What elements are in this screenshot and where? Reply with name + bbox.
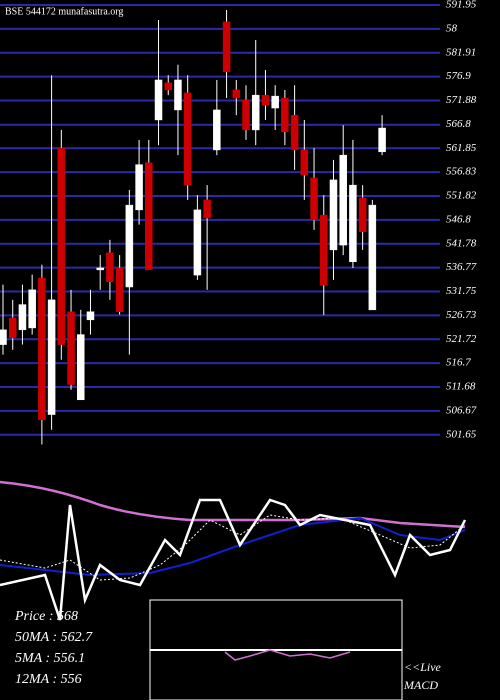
candle-body (261, 94, 270, 106)
candle-body (47, 299, 56, 415)
candle-body (8, 317, 17, 339)
candle-body (193, 209, 202, 276)
candle-body (0, 329, 7, 345)
candle-body (125, 204, 134, 288)
y-tick-label: 556.83 (446, 166, 477, 178)
candle-body (164, 82, 172, 91)
candle-body (86, 311, 95, 321)
candle-body (213, 109, 221, 151)
candle-body (242, 99, 250, 131)
y-tick-label: 521.72 (446, 333, 477, 345)
candle-body (67, 311, 75, 385)
candle-body (183, 92, 192, 186)
candle-body (271, 95, 279, 109)
candle-body (135, 164, 143, 211)
candle-body (145, 162, 153, 271)
y-tick-label: 571.88 (446, 94, 477, 106)
candle-body (57, 147, 66, 345)
y-tick-label: 58 (446, 22, 458, 34)
candle-body (300, 149, 309, 176)
chart-title: BSE 544172 munafasutra.org (5, 6, 123, 17)
candle-body (106, 252, 114, 283)
y-tick-label: 591.95 (446, 0, 477, 11)
candle-body (290, 114, 299, 151)
info-label: 5MA : 556.1 (15, 651, 85, 666)
y-tick-label: 566.8 (446, 118, 471, 130)
macd-label: MACD (403, 678, 438, 692)
macd-signal (224, 649, 351, 661)
candle-body (378, 127, 386, 153)
y-tick-label: 511.68 (446, 381, 476, 393)
y-tick-label: 516.7 (446, 357, 471, 369)
candle-body (154, 79, 163, 121)
grid (0, 3, 440, 436)
candle-body (310, 177, 318, 221)
y-tick-label: 531.75 (446, 285, 477, 297)
y-tick-label: 561.85 (446, 142, 477, 154)
candle-body (329, 179, 338, 251)
y-tick-label: 546.8 (446, 213, 471, 225)
y-tick-label: 541.78 (446, 237, 477, 249)
info-label: 50MA : 562.7 (15, 630, 93, 645)
candle-body (320, 214, 328, 286)
candle-body (77, 334, 85, 401)
candle-body (28, 289, 36, 329)
info-label: 12MA : 556 (15, 672, 82, 687)
macd-box (149, 599, 403, 700)
y-tick-label: 536.77 (446, 261, 477, 273)
indicator-panel (0, 480, 467, 621)
y-tick-label: 576.9 (446, 70, 471, 82)
price-line (0, 498, 467, 621)
candle-body (368, 204, 377, 311)
y-tick-label: 506.67 (446, 404, 477, 416)
macd-label: <<Live (404, 660, 442, 674)
candle-body (281, 97, 289, 133)
candle-body (18, 304, 27, 331)
candle-body (96, 267, 104, 271)
dotted-line (0, 514, 466, 581)
candle-body (38, 277, 46, 421)
info-label: Price : 568 (14, 609, 78, 624)
candle-body (358, 197, 367, 233)
candle-body (174, 79, 182, 111)
candle-body (232, 89, 241, 99)
candle-body (251, 94, 260, 131)
y-tick-label: 581.91 (446, 46, 476, 58)
candle-body (203, 199, 211, 219)
candle-body (115, 267, 124, 312)
candle-body (222, 21, 231, 73)
candle-body (339, 154, 347, 246)
candle-body (349, 184, 357, 263)
y-tick-label: 501.65 (446, 428, 477, 440)
ma-line (0, 480, 466, 529)
y-tick-label: 551.82 (446, 190, 477, 202)
y-tick-label: 526.73 (446, 309, 477, 321)
